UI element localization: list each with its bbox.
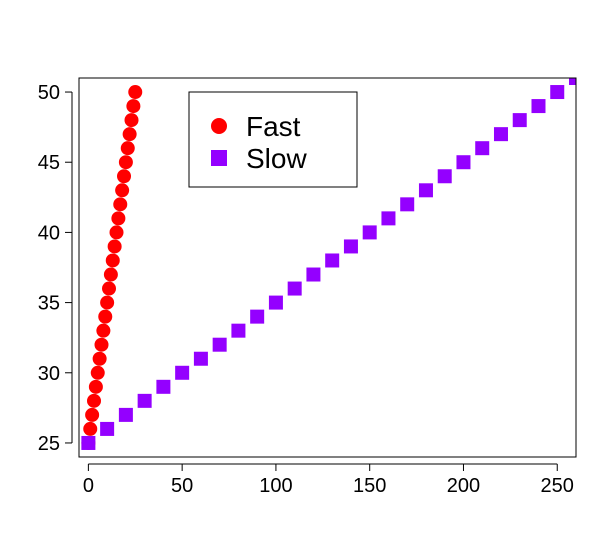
point-slow-3 [137,393,152,408]
y-axis: 25 30 35 40 45 50 [38,82,73,455]
y-tick-label-0: 25 [38,433,60,455]
point-slow-14 [343,239,358,254]
point-slow-26 [569,78,576,85]
point-fast-22 [122,127,137,142]
point-slow-6 [193,351,208,366]
point-slow-24 [531,99,546,114]
point-fast-1 [83,421,98,436]
point-slow-21 [475,141,490,156]
point-fast-9 [98,309,113,324]
point-slow-20 [456,155,471,170]
point-slow-9 [250,309,265,324]
point-slow-17 [400,197,415,212]
x-axis: 0 50 100 150 200 250 [83,463,574,497]
x-tick-label-2: 100 [259,475,292,497]
point-fast-4 [88,379,103,394]
point-slow-5 [175,365,190,380]
y-tick-label-2: 35 [38,293,60,315]
point-slow-22 [493,127,508,142]
y-tick-label-1: 30 [38,363,60,385]
point-slow-11 [287,281,302,296]
x-tick-label-0: 0 [83,475,94,497]
y-tick-label-5: 50 [38,82,60,104]
legend-marker-slow [211,150,227,166]
x-tick-label-5: 250 [541,475,574,497]
x-tick-label-3: 150 [353,475,386,497]
point-slow-16 [381,211,396,226]
y-tick-label-4: 45 [38,152,60,174]
plot-frame [78,77,577,458]
point-slow-23 [512,113,527,128]
point-fast-13 [105,253,120,268]
point-fast-11 [102,281,117,296]
point-slow-8 [231,323,246,338]
point-fast-8 [96,323,111,338]
point-fast-25 [128,85,143,100]
point-fast-20 [118,155,133,170]
point-fast-23 [124,113,139,128]
point-slow-18 [418,183,433,198]
point-fast-12 [103,267,118,282]
x-tick-label-1: 50 [171,475,193,497]
legend-box [188,91,358,188]
point-slow-0 [81,435,96,450]
point-fast-10 [100,295,115,310]
point-slow-12 [306,267,321,282]
point-fast-2 [85,407,100,422]
series-slow [81,78,576,450]
point-slow-10 [268,295,283,310]
point-fast-7 [94,337,109,352]
point-slow-1 [100,421,115,436]
point-slow-7 [212,337,227,352]
point-fast-6 [92,351,107,366]
legend-label-fast: Fast [246,111,301,142]
point-slow-13 [325,253,340,268]
point-slow-15 [362,225,377,240]
point-fast-17 [113,197,128,212]
point-fast-18 [115,183,130,198]
point-fast-15 [109,225,124,240]
legend-marker-fast [211,118,227,134]
point-fast-19 [117,169,132,184]
legend-label-slow: Slow [246,143,307,174]
x-tick-label-4: 200 [447,475,480,497]
point-fast-24 [126,99,141,114]
point-fast-21 [120,141,135,156]
point-slow-2 [118,407,133,422]
series-fast [81,85,143,450]
point-fast-16 [111,211,126,226]
point-fast-5 [90,365,105,380]
point-slow-25 [550,85,565,100]
y-tick-label-3: 40 [38,222,60,244]
plot-marks [81,78,576,450]
point-fast-3 [87,393,102,408]
point-slow-19 [437,169,452,184]
point-fast-14 [107,239,122,254]
point-slow-4 [156,379,171,394]
